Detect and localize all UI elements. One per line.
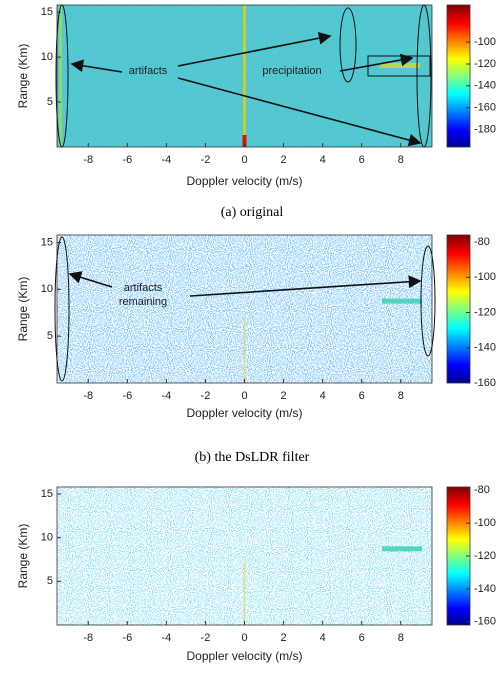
x-tick-label: 8: [398, 154, 404, 166]
annotation: remaining: [119, 296, 167, 308]
x-tick-label: 0: [241, 632, 247, 644]
x-tick-label: 4: [320, 632, 326, 644]
colorbar-tick-label: -100: [474, 517, 496, 529]
x-tick-label: 6: [359, 632, 365, 644]
x-axis-label: Doppler velocity (m/s): [186, 406, 302, 420]
y-tick-label: 15: [41, 6, 53, 18]
x-tick-label: -4: [161, 154, 171, 166]
precipitation-band: [382, 298, 422, 304]
y-tick-label: 15: [41, 488, 53, 500]
x-tick-label: -8: [83, 390, 93, 402]
colorbar-tick-label: -120: [474, 58, 496, 70]
x-tick-label: -2: [201, 390, 211, 402]
arrow: [68, 271, 113, 288]
colorbar-tick-label: -80: [474, 484, 490, 496]
x-tick-label: -4: [161, 632, 171, 644]
colorbar-tick-label: -160: [474, 102, 496, 114]
y-tick-label: 10: [41, 51, 53, 63]
x-tick-label: 2: [281, 390, 287, 402]
colorbar-tick-label: -140: [474, 80, 496, 92]
x-tick-label: -2: [201, 154, 211, 166]
ellipse-marker: [55, 4, 69, 148]
ellipse-marker: [420, 245, 436, 357]
arrow: [189, 275, 422, 297]
arrow: [70, 59, 123, 73]
colorbar-tick-label: -160: [474, 377, 496, 389]
x-tick-label: -8: [83, 632, 93, 644]
panel: -8 -6 -4 -2 0 2 4 6 8 5 10 15 Doppler velocity (m/s)…: [16, 234, 496, 465]
y-tick-label: 10: [41, 532, 53, 544]
panel: -8 -6 -4 -2 0 2 4 6 8 5 10 15 Doppler velocity (m/s)…: [16, 484, 496, 663]
y-tick-label: 15: [41, 236, 53, 248]
y-axis-label: Range (Km): [16, 277, 30, 342]
colorbar-tick-label: -140: [474, 583, 496, 595]
x-tick-label: 4: [320, 390, 326, 402]
x-tick-label: 4: [320, 154, 326, 166]
annotation: artifacts: [129, 65, 168, 77]
zero-velocity-core: [242, 135, 247, 147]
colorbar-tick-label: -100: [474, 36, 496, 48]
y-tick-label: 10: [41, 283, 53, 295]
x-tick-label: -6: [122, 632, 132, 644]
precipitation-band: [380, 63, 420, 68]
x-tick-label: -2: [201, 632, 211, 644]
precipitation-band: [382, 546, 422, 552]
x-axis-label: Doppler velocity (m/s): [186, 649, 302, 663]
arrow: [177, 31, 332, 67]
colorbar-tick-label: -80: [474, 236, 490, 248]
x-tick-label: 0: [241, 154, 247, 166]
colorbar-tick-label: -140: [474, 342, 496, 354]
x-tick-label: 8: [398, 390, 404, 402]
x-tick-label: 2: [281, 154, 287, 166]
arrow: [177, 77, 422, 147]
colorbar-tick-label: -100: [474, 271, 496, 283]
x-tick-label: -6: [122, 390, 132, 402]
panel: -8 -6 -4 -2 0 2 4 6 8 5 10 15 Doppler velocity (m/s)…: [16, 4, 496, 220]
caption: (a) original: [221, 205, 284, 220]
ellipse-marker: [339, 7, 357, 83]
x-tick-label: 6: [359, 154, 365, 166]
annotation: artifacts: [124, 282, 163, 294]
y-axis-label: Range (Km): [16, 44, 30, 109]
x-tick-label: 2: [281, 632, 287, 644]
zero-velocity-band: [243, 5, 246, 147]
artifact-band: [59, 5, 62, 147]
colorbar: [446, 234, 471, 384]
y-tick-label: 5: [47, 575, 53, 587]
annotation: precipitation: [262, 65, 321, 77]
x-tick-label: -4: [161, 390, 171, 402]
colorbar-tick-label: -120: [474, 550, 496, 562]
zero-velocity-band: [243, 316, 246, 383]
x-tick-label: 0: [241, 390, 247, 402]
x-axis-label: Doppler velocity (m/s): [186, 174, 302, 188]
y-tick-label: 5: [47, 96, 53, 108]
caption: (b) the DsLDR filter: [195, 450, 310, 465]
colorbar-tick-label: -120: [474, 306, 496, 318]
x-tick-label: 6: [359, 390, 365, 402]
arrow: [339, 53, 414, 72]
x-tick-label: -6: [122, 154, 132, 166]
y-tick-label: 5: [47, 330, 53, 342]
x-tick-label: -8: [83, 154, 93, 166]
ellipse-marker: [54, 236, 70, 382]
y-axis-label: Range (Km): [16, 524, 30, 589]
x-tick-label: 8: [398, 632, 404, 644]
colorbar-tick-label: -180: [474, 123, 496, 135]
zero-velocity-band: [243, 562, 246, 625]
colorbar: [446, 4, 471, 148]
colorbar-tick-label: -160: [474, 616, 496, 628]
